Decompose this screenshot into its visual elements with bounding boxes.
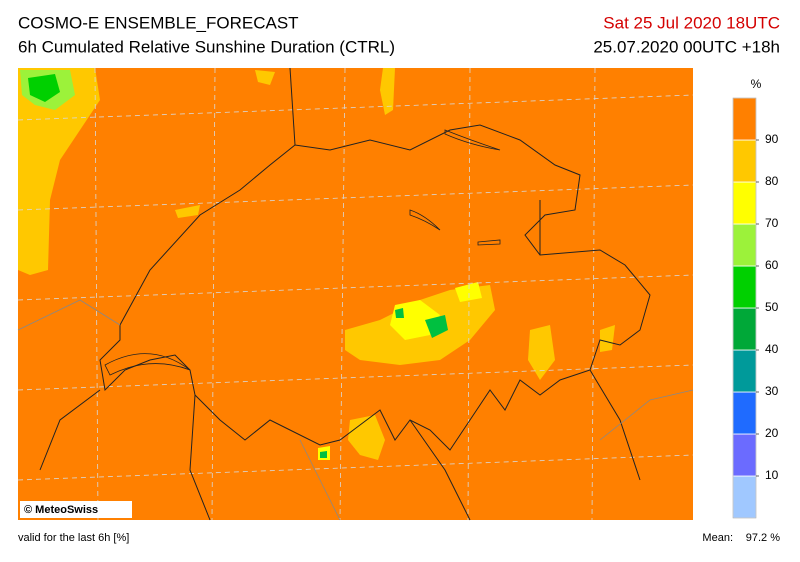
- colorbar-bin: [732, 433, 757, 477]
- colorbar-bin: [732, 97, 757, 141]
- colorbar-bin: [732, 223, 757, 267]
- patch: [380, 68, 395, 115]
- credit-box: [20, 501, 132, 518]
- patch: [255, 70, 275, 85]
- regions: [17, 299, 694, 521]
- lakes: [104, 129, 501, 376]
- mean-value: 97.2 %: [746, 532, 780, 544]
- patch: [455, 282, 482, 302]
- colorbar-bin: [732, 265, 757, 309]
- borders: [39, 67, 651, 521]
- colorbar-tick-label: 70: [765, 216, 779, 230]
- colorbar-bin: [732, 181, 757, 225]
- patch: [28, 74, 60, 102]
- colorbar-bin: [732, 475, 757, 519]
- run-time: 25.07.2020 00UTC +18h: [593, 37, 780, 56]
- footer-note: valid for the last 6h [%]: [18, 532, 129, 544]
- valid-time: Sat 25 Jul 2020 18UTC: [603, 13, 780, 32]
- colorbar: 10 20 30 40 50 60 70 80 90: [732, 97, 779, 519]
- colorbar-tick-label: 30: [765, 384, 779, 398]
- colorbar-tick-label: 50: [765, 300, 779, 314]
- colorbar-tick-label: 60: [765, 258, 779, 272]
- colorbar-tick-label: 90: [765, 132, 779, 146]
- patch: [320, 451, 327, 458]
- colorbar-bin: [732, 139, 757, 183]
- subtitle: 6h Cumulated Relative Sunshine Duration …: [18, 37, 395, 56]
- colorbar-bin: [732, 391, 757, 435]
- credit: © MeteoSwiss: [24, 504, 98, 516]
- map: © MeteoSwiss: [17, 67, 694, 521]
- graticule: [17, 67, 694, 521]
- patch: [600, 325, 615, 352]
- colorbar-tick-label: 10: [765, 468, 779, 482]
- colorbar-unit: %: [751, 77, 762, 91]
- colorbar-tick-label: 80: [765, 174, 779, 188]
- patch: [395, 308, 404, 318]
- patch: [175, 205, 200, 218]
- patch: [18, 68, 100, 275]
- patch: [425, 315, 448, 338]
- colorbar-tick-label: 20: [765, 426, 779, 440]
- map-background: [18, 68, 693, 520]
- colorbar-bin: [732, 349, 757, 393]
- patch: [528, 325, 555, 380]
- patch: [348, 415, 385, 460]
- mean-label: Mean:: [702, 532, 733, 544]
- colorbar-bin: [732, 307, 757, 351]
- colorbar-tick-label: 40: [765, 342, 779, 356]
- title: COSMO-E ENSEMBLE_FORECAST: [18, 13, 299, 32]
